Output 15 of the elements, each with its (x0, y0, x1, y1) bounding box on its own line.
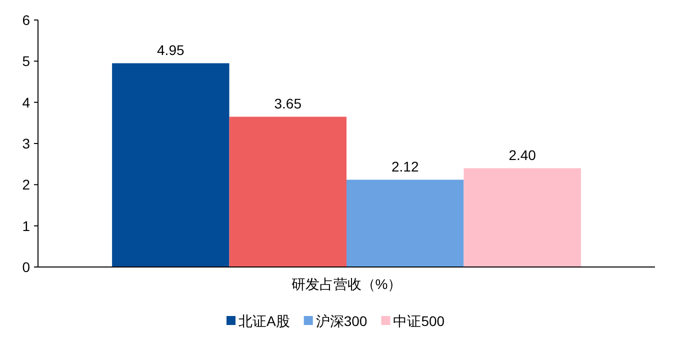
data-label: 3.65 (274, 96, 302, 112)
data-label: 4.95 (157, 42, 184, 58)
y-tick-label: 4 (22, 94, 30, 110)
x-tick-label: 研发占营收（%） (291, 276, 402, 292)
y-tick-label: 0 (22, 259, 30, 275)
data-label: 2.12 (391, 158, 419, 175)
legend-label: 北证A股 (238, 313, 290, 329)
y-tick-label: 2 (22, 176, 30, 193)
data-label: 2.40 (508, 147, 536, 164)
legend-label: 中证500 (393, 313, 445, 329)
y-tick-label: 3 (22, 136, 30, 152)
y-tick-label: 1 (22, 218, 30, 234)
legend-label: 沪深300 (316, 313, 368, 329)
y-tick-label: 6 (22, 12, 30, 28)
y-tick-label: 5 (22, 53, 30, 70)
